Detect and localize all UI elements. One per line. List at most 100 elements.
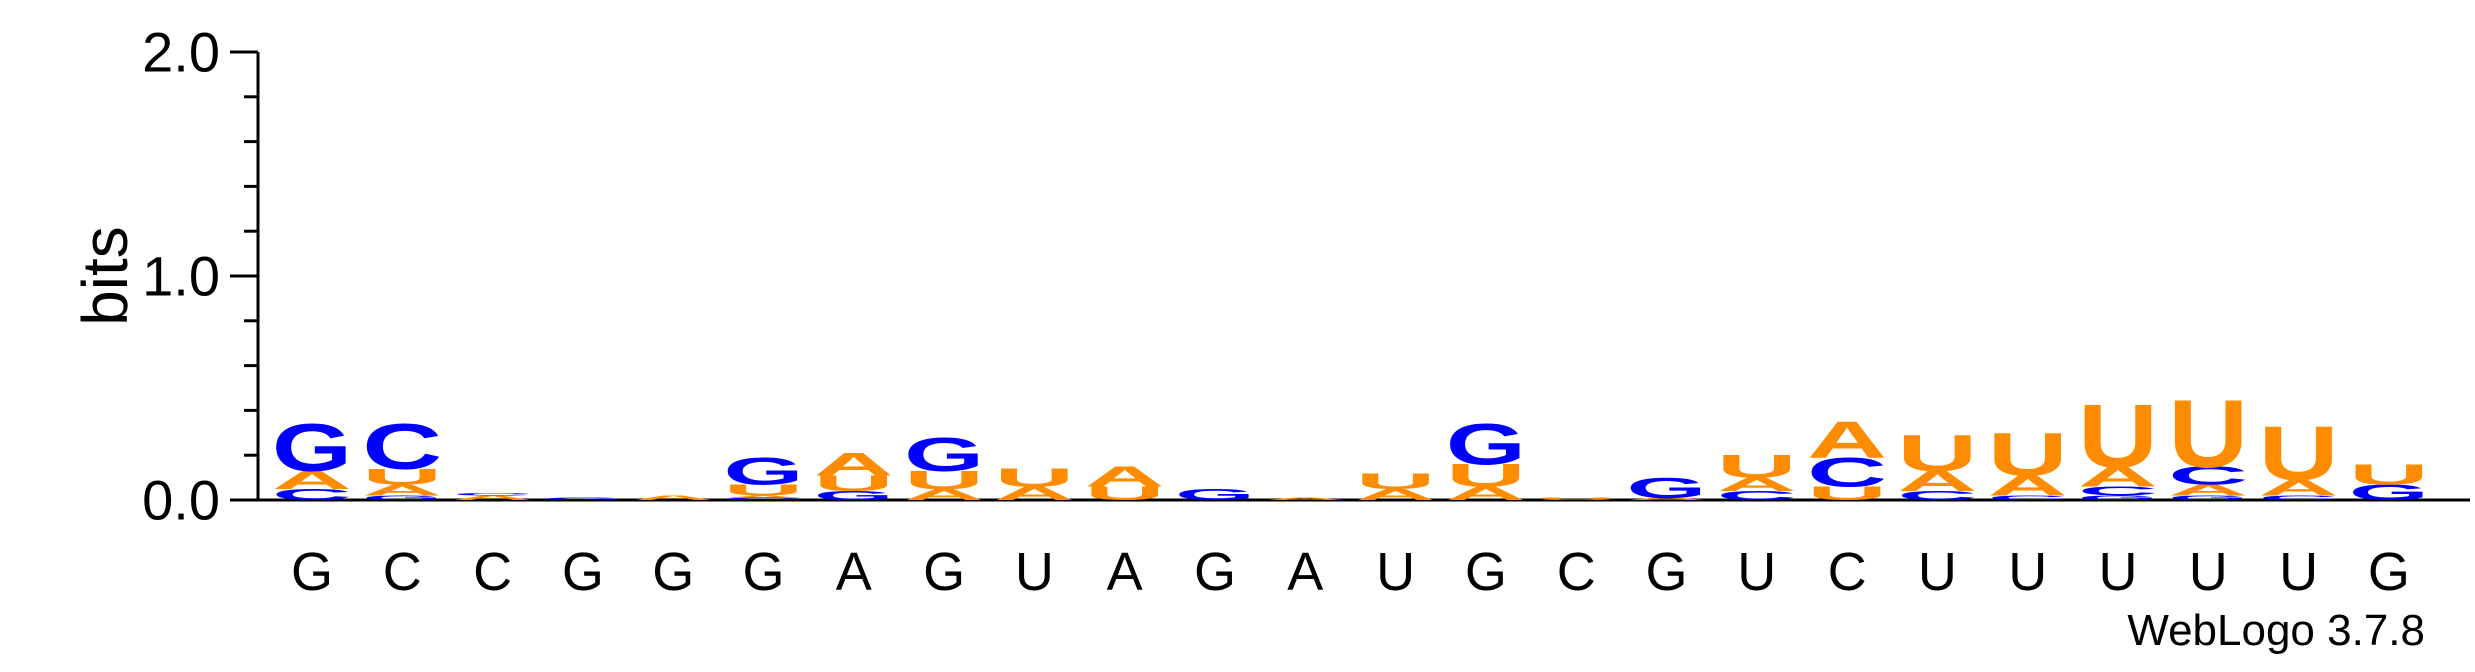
logo-letter-G: G xyxy=(2168,494,2248,501)
logo-letter-G: G xyxy=(1175,485,1255,503)
x-axis-label: C xyxy=(473,542,512,602)
logo-letter-C: C xyxy=(1717,488,1797,502)
logo-letter-U: U xyxy=(2349,459,2429,491)
logo-letter-A: A xyxy=(1085,461,1165,493)
logo-letter-C: C xyxy=(2078,484,2158,498)
x-axis-label: A xyxy=(1107,542,1143,602)
stack-position-4: G xyxy=(543,497,623,501)
x-axis-label: G xyxy=(1194,542,1236,602)
logo-letter-C: C xyxy=(1988,494,2068,501)
logo-letter-U: U xyxy=(2078,386,2158,486)
stack-position-8: AUG xyxy=(904,428,984,504)
logo-letter-A: A xyxy=(633,494,713,501)
stack-position-19: CAU xyxy=(1897,425,1977,503)
stack-position-24: GU xyxy=(2349,459,2429,505)
y-axis-label: bits xyxy=(69,226,141,326)
x-axis-label: G xyxy=(923,542,965,602)
logo-letter-U: U xyxy=(1988,420,2068,488)
logo-letter-C: C xyxy=(453,493,533,497)
logo-letter-A: A xyxy=(362,481,442,499)
logo-letter-A: A xyxy=(2078,461,2158,493)
x-axis-label: G xyxy=(2368,542,2410,602)
x-axis-label: G xyxy=(291,542,333,602)
stack-position-18: UCA xyxy=(1807,412,1887,505)
logo-letter-A: A xyxy=(1897,465,1977,497)
stack-position-16: AG xyxy=(1627,472,1707,504)
stack-position-5: A xyxy=(633,494,713,501)
logo-letter-A: A xyxy=(994,483,1074,505)
logo-letter-U: U xyxy=(362,464,442,489)
logo-letter-G: G xyxy=(2349,480,2429,505)
logo-letter-A: A xyxy=(1988,470,2068,502)
logo-letter-A: A xyxy=(724,495,804,499)
stack-position-7: GUA xyxy=(814,447,894,503)
logo-letter-G: G xyxy=(2078,494,2158,501)
stack-position-10: UA xyxy=(1085,461,1165,504)
y-tick-label: 2.0 xyxy=(142,21,220,84)
logo-letter-G: G xyxy=(724,450,804,493)
x-axis-label: U xyxy=(1737,542,1776,602)
stack-position-15: U xyxy=(1536,497,1616,501)
logo-letter-A: A xyxy=(453,494,533,501)
stack-position-12: A xyxy=(1265,497,1345,501)
logo-letter-U: U xyxy=(814,471,894,496)
logo-letter-U: U xyxy=(1446,458,1526,494)
logo-letter-A: A xyxy=(1627,497,1707,501)
logo-letter-U: U xyxy=(1717,449,1797,485)
x-axis-label: U xyxy=(2099,542,2138,602)
logo-letter-A: A xyxy=(1265,497,1345,501)
x-axis-label: A xyxy=(836,542,872,602)
x-axis-label: U xyxy=(2279,542,2318,602)
logo-letter-G: G xyxy=(272,410,352,485)
x-axis-label: G xyxy=(1465,542,1507,602)
logo-letter-G: G xyxy=(1446,412,1526,477)
logo-letter-C: C xyxy=(1807,449,1887,496)
logo-letter-U: U xyxy=(1807,483,1887,505)
logo-letter-A: A xyxy=(904,485,984,503)
logo-letter-C: C xyxy=(2259,494,2339,501)
logo-letter-U: U xyxy=(724,481,804,499)
x-axis-label: C xyxy=(383,542,422,602)
stack-position-3: AC xyxy=(453,493,533,502)
logo-letter-U: U xyxy=(1356,469,1436,494)
stack-position-17: CAU xyxy=(1717,449,1797,503)
logo-letter-G: G xyxy=(1627,472,1707,504)
logo-letter-G: G xyxy=(814,488,894,502)
logo-letter-A: A xyxy=(2168,481,2248,499)
x-axis-label: G xyxy=(652,542,694,602)
logo-letter-G: G xyxy=(543,497,623,501)
logo-letter-A: A xyxy=(1356,485,1436,503)
logo-letter-U: U xyxy=(1085,483,1165,505)
logo-letter-U: U xyxy=(1536,497,1616,501)
x-axis-label: U xyxy=(1918,542,1957,602)
x-axis-label: G xyxy=(742,542,784,602)
y-tick-label: 0.0 xyxy=(142,469,220,532)
x-axis-label: G xyxy=(562,542,604,602)
stack-position-13: AU xyxy=(1356,469,1436,504)
logo-letter-G: G xyxy=(904,428,984,482)
logo-letter-C: C xyxy=(724,497,804,501)
logo-letter-C: C xyxy=(362,411,442,483)
logo-letter-G: G xyxy=(362,494,442,501)
x-axis-label: U xyxy=(2189,542,2228,602)
logo-letter-A: A xyxy=(1446,483,1526,505)
weblogo-credit: WebLogo 3.7.8 xyxy=(2127,606,2425,655)
stack-position-20: CAU xyxy=(1988,420,2068,502)
stack-position-1: CAG xyxy=(272,410,352,503)
logo-letter-C: C xyxy=(1897,488,1977,502)
x-axis-label: C xyxy=(1557,542,1596,602)
x-axis-label: C xyxy=(1828,542,1867,602)
logo-letter-A: A xyxy=(1807,412,1887,469)
stack-position-9: AU xyxy=(994,464,1074,505)
logo-letter-C: C xyxy=(272,485,352,503)
y-tick-label: 1.0 xyxy=(142,245,220,308)
x-axis-label: A xyxy=(1287,542,1323,602)
y-axis-ticks: 0.0 1.0 2.0 xyxy=(142,21,258,532)
